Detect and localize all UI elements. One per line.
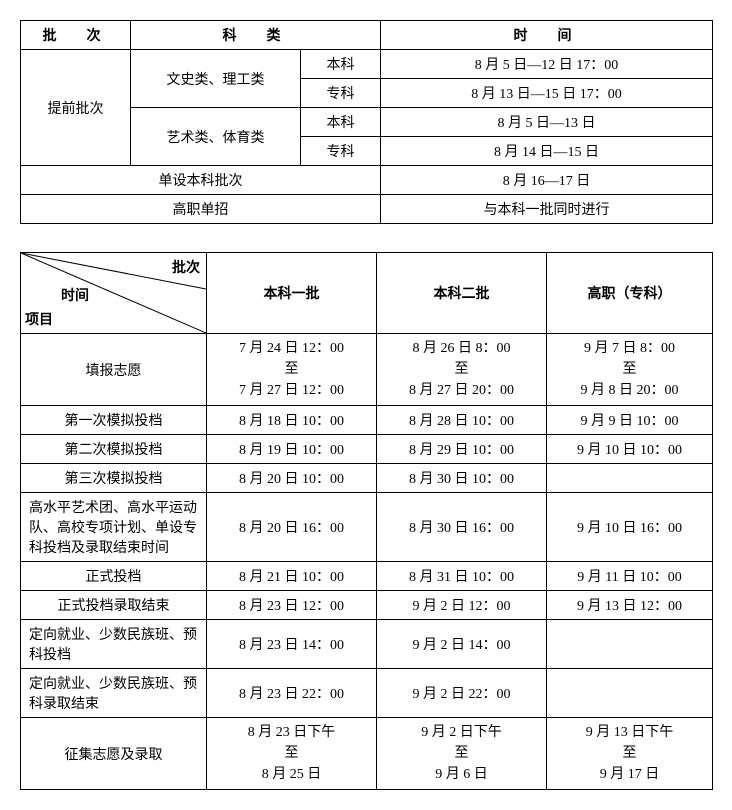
gaozhi-danzhao-time: 与本科一批同时进行 [381, 195, 713, 224]
cell-bk1: 8 月 23 日下午至8 月 25 日 [207, 718, 377, 790]
table2-row: 征集志愿及录取8 月 23 日下午至8 月 25 日9 月 2 日下午至9 月 … [21, 718, 713, 790]
cell-bk1: 8 月 23 日 22：00 [207, 669, 377, 718]
yishu-benke-time: 8 月 5 日—13 日 [381, 108, 713, 137]
table2-row: 第一次模拟投档8 月 18 日 10：008 月 28 日 10：009 月 9… [21, 406, 713, 435]
cell-bk2: 8 月 26 日 8：00至8 月 27 日 20：00 [377, 334, 547, 406]
danshe-benke-time: 8 月 16—17 日 [381, 166, 713, 195]
cell-gz: 9 月 10 日 16：00 [547, 493, 713, 562]
row-label: 正式投档 [21, 562, 207, 591]
cell-bk1: 8 月 21 日 10：00 [207, 562, 377, 591]
danshe-benke-cell: 单设本科批次 [21, 166, 381, 195]
cell-bk2: 8 月 30 日 16：00 [377, 493, 547, 562]
cell-bk2: 9 月 2 日 14：00 [377, 620, 547, 669]
schedule-table-2: 批次 时间 项目 本科一批 本科二批 高职（专科） 填报志愿7 月 24 日 1… [20, 252, 713, 790]
cell-gz: 9 月 10 日 10：00 [547, 435, 713, 464]
table1-row: 提前批次 文史类、理工类 本科 8 月 5 日—12 日 17：00 [21, 50, 713, 79]
table2-row: 填报志愿7 月 24 日 12：00至7 月 27 日 12：008 月 26 … [21, 334, 713, 406]
row-label: 高水平艺术团、高水平运动队、高校专项计划、单设专科投档及录取结束时间 [21, 493, 207, 562]
col-header-gz: 高职（专科） [547, 253, 713, 334]
header-time: 时 间 [381, 21, 713, 50]
cell-bk2: 8 月 28 日 10：00 [377, 406, 547, 435]
table2-row: 定向就业、少数民族班、预科投档8 月 23 日 14：009 月 2 日 14：… [21, 620, 713, 669]
cell-bk1: 8 月 23 日 12：00 [207, 591, 377, 620]
cell-gz [547, 464, 713, 493]
schedule-table-1: 批 次 科 类 时 间 提前批次 文史类、理工类 本科 8 月 5 日—12 日… [20, 20, 713, 224]
table1-header-row: 批 次 科 类 时 间 [21, 21, 713, 50]
cell-gz: 9 月 13 日下午至9 月 17 日 [547, 718, 713, 790]
table1-row: 高职单招 与本科一批同时进行 [21, 195, 713, 224]
cell-gz: 9 月 11 日 10：00 [547, 562, 713, 591]
header-category: 科 类 [131, 21, 381, 50]
col-header-bk1: 本科一批 [207, 253, 377, 334]
diagonal-header-cell: 批次 时间 项目 [21, 253, 207, 334]
table2-row: 正式投档录取结束8 月 23 日 12：009 月 2 日 12：009 月 1… [21, 591, 713, 620]
cell-bk2: 8 月 30 日 10：00 [377, 464, 547, 493]
row-label: 正式投档录取结束 [21, 591, 207, 620]
table2-row: 第二次模拟投档8 月 19 日 10：008 月 29 日 10：009 月 1… [21, 435, 713, 464]
header-batch: 批 次 [21, 21, 131, 50]
row-label: 第一次模拟投档 [21, 406, 207, 435]
zhuanke-cell: 专科 [301, 79, 381, 108]
cell-bk2: 9 月 2 日 12：00 [377, 591, 547, 620]
wenshi-benke-time: 8 月 5 日—12 日 17：00 [381, 50, 713, 79]
advance-batch-cell: 提前批次 [21, 50, 131, 166]
benke-cell: 本科 [301, 50, 381, 79]
row-label: 定向就业、少数民族班、预科录取结束 [21, 669, 207, 718]
table1-row: 单设本科批次 8 月 16—17 日 [21, 166, 713, 195]
cell-bk1: 8 月 18 日 10：00 [207, 406, 377, 435]
col-header-bk2: 本科二批 [377, 253, 547, 334]
cell-bk2: 9 月 2 日下午至9 月 6 日 [377, 718, 547, 790]
cell-gz: 9 月 13 日 12：00 [547, 591, 713, 620]
diag-label-batch: 批次 [172, 257, 200, 277]
cell-gz: 9 月 9 日 10：00 [547, 406, 713, 435]
table2-row: 第三次模拟投档8 月 20 日 10：008 月 30 日 10：00 [21, 464, 713, 493]
cell-bk1: 8 月 20 日 10：00 [207, 464, 377, 493]
wenshi-zhuanke-time: 8 月 13 日—15 日 17：00 [381, 79, 713, 108]
table2-row: 定向就业、少数民族班、预科录取结束8 月 23 日 22：009 月 2 日 2… [21, 669, 713, 718]
cell-gz [547, 620, 713, 669]
yishu-zhuanke-time: 8 月 14 日—15 日 [381, 137, 713, 166]
zhuanke-cell: 专科 [301, 137, 381, 166]
cell-gz [547, 669, 713, 718]
gaozhi-danzhao-cell: 高职单招 [21, 195, 381, 224]
table2-header-row: 批次 时间 项目 本科一批 本科二批 高职（专科） [21, 253, 713, 334]
row-label: 填报志愿 [21, 334, 207, 406]
row-label: 第二次模拟投档 [21, 435, 207, 464]
row-label: 第三次模拟投档 [21, 464, 207, 493]
yishu-tiyu-cell: 艺术类、体育类 [131, 108, 301, 166]
table2-row: 正式投档8 月 21 日 10：008 月 31 日 10：009 月 11 日… [21, 562, 713, 591]
cell-bk2: 9 月 2 日 22：00 [377, 669, 547, 718]
cell-bk1: 7 月 24 日 12：00至7 月 27 日 12：00 [207, 334, 377, 406]
benke-cell: 本科 [301, 108, 381, 137]
cell-bk1: 8 月 19 日 10：00 [207, 435, 377, 464]
row-label: 定向就业、少数民族班、预科投档 [21, 620, 207, 669]
cell-bk2: 8 月 31 日 10：00 [377, 562, 547, 591]
table2-row: 高水平艺术团、高水平运动队、高校专项计划、单设专科投档及录取结束时间8 月 20… [21, 493, 713, 562]
cell-bk1: 8 月 20 日 16：00 [207, 493, 377, 562]
diag-label-item: 项目 [25, 309, 53, 329]
wenshi-ligong-cell: 文史类、理工类 [131, 50, 301, 108]
cell-bk1: 8 月 23 日 14：00 [207, 620, 377, 669]
cell-gz: 9 月 7 日 8：00至9 月 8 日 20：00 [547, 334, 713, 406]
cell-bk2: 8 月 29 日 10：00 [377, 435, 547, 464]
row-label: 征集志愿及录取 [21, 718, 207, 790]
diag-label-time: 时间 [61, 285, 89, 305]
